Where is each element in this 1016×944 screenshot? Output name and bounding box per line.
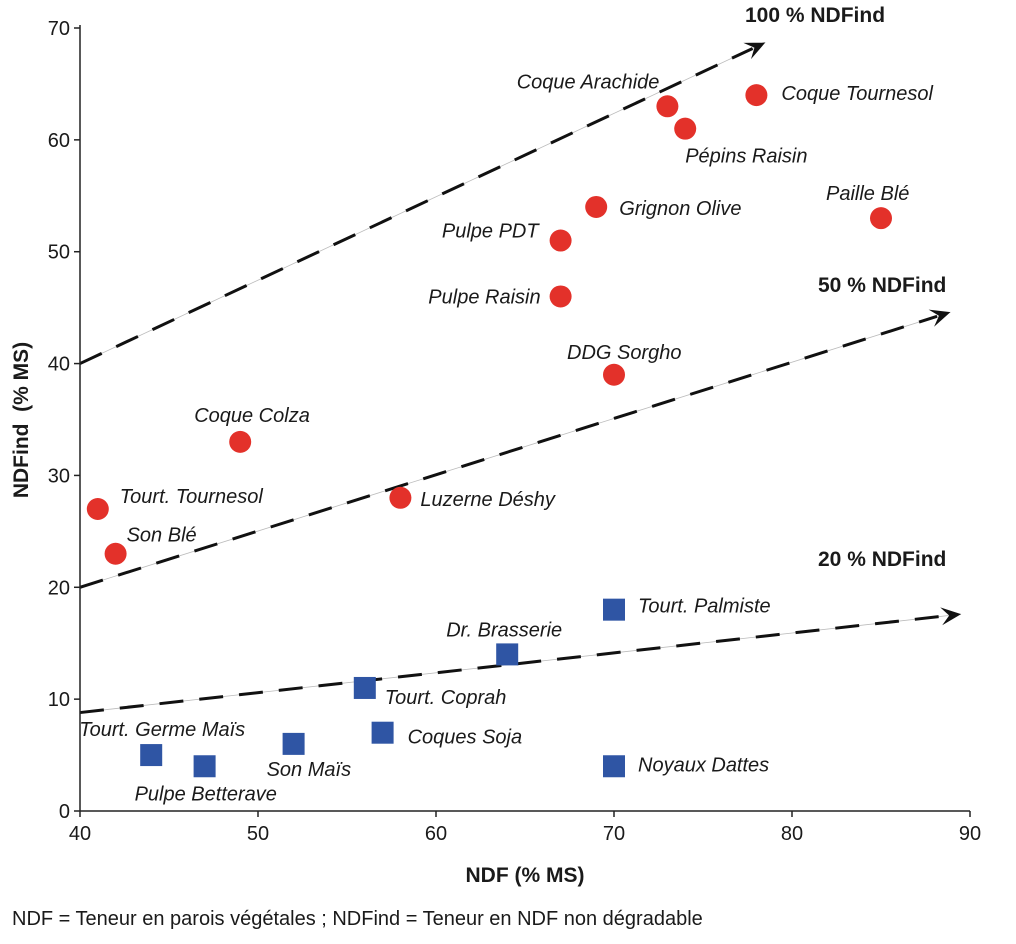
y-tick-label: 0 [59, 801, 70, 823]
data-point-label: Tourt. Coprah [385, 687, 507, 709]
x-axis-title: NDF (% MS) [466, 864, 585, 887]
data-point-circle [674, 117, 697, 140]
data-point-circle [549, 229, 572, 252]
data-point-circle [229, 430, 252, 453]
data-point-label: Dr. Brasserie [446, 619, 562, 641]
data-point-square [496, 643, 519, 666]
data-point-square [353, 676, 376, 699]
data-point-label: Coque Tournesol [781, 83, 933, 105]
data-point-label: Luzerne Déshy [420, 489, 556, 511]
reference-line-label: 20 % NDFind [818, 548, 946, 571]
x-tick-label: 50 [247, 823, 269, 845]
reference-line [79, 614, 948, 715]
arrow-head-icon [743, 42, 766, 60]
arrow-head-icon [928, 309, 951, 327]
data-point-label: DDG Sorgho [567, 342, 682, 364]
x-tick-label: 60 [425, 823, 447, 845]
data-point-label: Tourt. Palmiste [638, 596, 771, 618]
y-tick-label: 10 [48, 689, 70, 711]
data-point-circle [656, 95, 679, 118]
data-point-circle [86, 497, 109, 520]
data-point-label: Grignon Olive [619, 198, 741, 220]
data-point-circle [745, 84, 768, 107]
axes: 40 50 60 70 80 90 0 10 20 30 40 50 60 70 [48, 18, 981, 845]
data-point-label: Son Blé [127, 525, 197, 547]
y-tick-label: 40 [48, 354, 70, 376]
reference-line-label: 100 % NDFind [745, 4, 885, 27]
x-tick-label: 80 [781, 823, 803, 845]
y-tick-label: 20 [48, 577, 70, 599]
reference-lines: 100 % NDFind 50 % NDFind 20 % NDFind [79, 4, 962, 715]
data-point-label: Pulpe PDT [442, 221, 540, 243]
data-point-label: Tourt. Tournesol [120, 486, 264, 508]
data-point-label: Pépins Raisin [685, 146, 807, 168]
data-point-label: Tourt. Germe Maïs [79, 719, 245, 741]
x-tick-label: 70 [603, 823, 625, 845]
y-tick-label: 50 [48, 242, 70, 264]
data-point-circle [389, 486, 412, 509]
data-point-label: Noyaux Dattes [638, 754, 769, 776]
data-point-label: Paille Blé [826, 183, 909, 205]
data-point-label: Pulpe Raisin [428, 286, 540, 308]
data-point-label: Coque Arachide [517, 71, 660, 93]
data-point-square [603, 755, 625, 778]
data-point-square [193, 755, 216, 778]
data-point-circle [870, 207, 892, 230]
data-point-circle [585, 195, 608, 218]
reference-line [79, 314, 938, 589]
y-axis-title: NDFind (% MS) [10, 342, 33, 498]
data-point-square [603, 598, 625, 621]
data-point-circle [104, 542, 127, 565]
y-tick-label: 70 [48, 18, 70, 40]
data-points: Coque Arachide Coque Tournesol Pépins Rais… [79, 71, 933, 805]
data-point-label: Son Maïs [267, 759, 351, 781]
data-point-label: Coque Colza [194, 405, 310, 427]
footnote: NDF = Teneur en parois végétales ; NDFin… [12, 908, 703, 930]
data-point-square [140, 744, 163, 767]
data-point-circle [603, 363, 625, 386]
y-tick-label: 30 [48, 465, 70, 487]
reference-line [79, 47, 754, 365]
data-point-label: Coques Soja [408, 727, 523, 749]
x-tick-label: 40 [69, 823, 91, 845]
y-tick-label: 60 [48, 130, 70, 152]
x-tick-label: 90 [959, 823, 981, 845]
data-point-square [282, 732, 305, 755]
data-point-label: Pulpe Betterave [135, 783, 277, 805]
arrow-head-icon [940, 607, 962, 626]
reference-line-label: 50 % NDFind [818, 274, 946, 297]
data-point-square [371, 721, 394, 744]
data-point-circle [549, 285, 572, 308]
